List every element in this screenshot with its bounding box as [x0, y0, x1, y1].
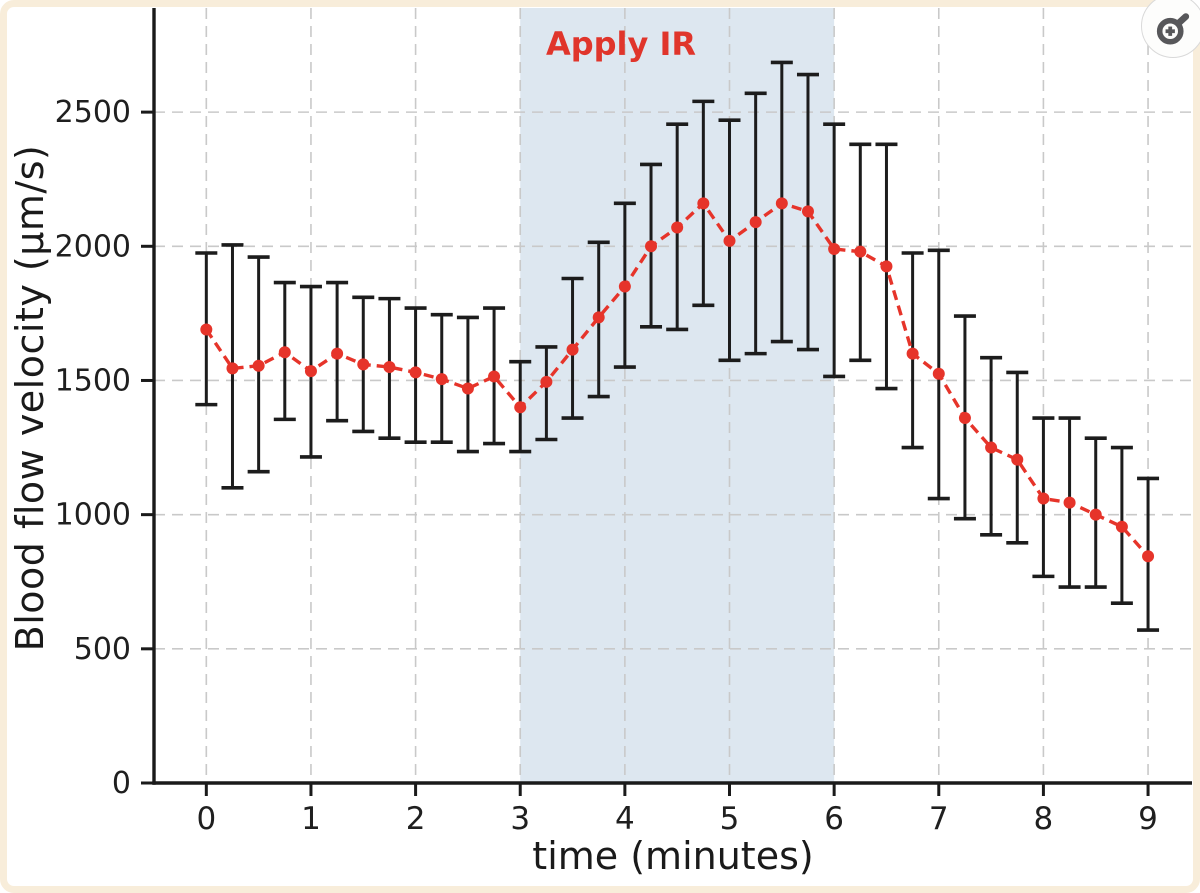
x-tick-label: 1 — [301, 801, 321, 837]
velocity-data-point — [540, 375, 553, 388]
velocity-data-point — [697, 197, 710, 210]
velocity-data-point — [880, 260, 893, 273]
velocity-data-point — [618, 280, 631, 293]
velocity-data-points — [200, 197, 1155, 563]
y-tick-label: 1500 — [55, 363, 131, 398]
velocity-data-point — [749, 216, 762, 229]
velocity-data-point — [252, 359, 265, 372]
velocity-data-point — [331, 347, 344, 360]
y-tick-label: 1000 — [55, 498, 131, 533]
x-axis-title: time (minutes) — [532, 834, 814, 878]
x-tick-label: 7 — [929, 801, 949, 837]
axes — [141, 8, 1192, 796]
velocity-data-point — [775, 197, 788, 210]
velocity-data-point — [645, 240, 658, 253]
x-tick-label: 3 — [510, 801, 530, 837]
velocity-data-point — [488, 370, 501, 383]
velocity-data-point — [1037, 492, 1050, 505]
y-tick-label: 0 — [112, 766, 131, 801]
x-tick-label: 8 — [1034, 801, 1054, 837]
zoom-in-button[interactable] — [1141, 0, 1200, 58]
x-tick-label: 6 — [824, 801, 844, 837]
velocity-data-point — [1142, 550, 1155, 563]
y-tick-label: 2000 — [55, 229, 131, 264]
velocity-data-point — [278, 346, 291, 359]
velocity-data-point — [854, 245, 867, 258]
magnifier-plus-icon — [1156, 13, 1190, 45]
x-tick-label: 4 — [615, 801, 635, 837]
x-tick-label: 0 — [196, 801, 216, 837]
velocity-data-point — [906, 347, 919, 360]
y-tick-label: 500 — [74, 632, 131, 667]
velocity-data-point — [592, 311, 605, 324]
velocity-data-point — [1089, 508, 1102, 521]
velocity-data-point — [383, 361, 396, 374]
velocity-data-point — [200, 323, 213, 336]
velocity-data-point — [932, 367, 945, 380]
velocity-data-point — [801, 205, 814, 218]
velocity-data-point — [958, 412, 971, 425]
x-tick-label: 5 — [720, 801, 740, 837]
error-bars — [195, 60, 1160, 632]
velocity-data-point — [828, 242, 841, 255]
x-tick-label: 9 — [1138, 801, 1158, 837]
velocity-data-point — [461, 382, 474, 395]
velocity-data-point — [435, 373, 448, 386]
velocity-data-point — [671, 221, 684, 234]
velocity-data-point — [1011, 453, 1024, 466]
tick-labels: 0 1 2 3 4 5 6 7 8 9 0 500 1000 1500 2000 2500 — [55, 95, 1158, 837]
x-tick-label: 2 — [406, 801, 426, 837]
velocity-data-point — [1115, 520, 1128, 533]
velocity-data-point — [304, 365, 317, 378]
y-axis-title: Blood flow velocity (µm/s) — [8, 144, 52, 652]
velocity-data-point — [357, 358, 370, 371]
y-tick-label: 2500 — [55, 95, 131, 130]
velocity-data-point — [226, 362, 239, 375]
velocity-data-point — [985, 441, 998, 454]
apply-ir-annotation: Apply IR — [545, 25, 697, 63]
velocity-data-point — [409, 366, 422, 379]
velocity-data-point — [723, 234, 736, 247]
velocity-data-point — [514, 401, 527, 414]
velocity-data-point — [566, 343, 579, 356]
velocity-data-point — [1063, 496, 1076, 509]
